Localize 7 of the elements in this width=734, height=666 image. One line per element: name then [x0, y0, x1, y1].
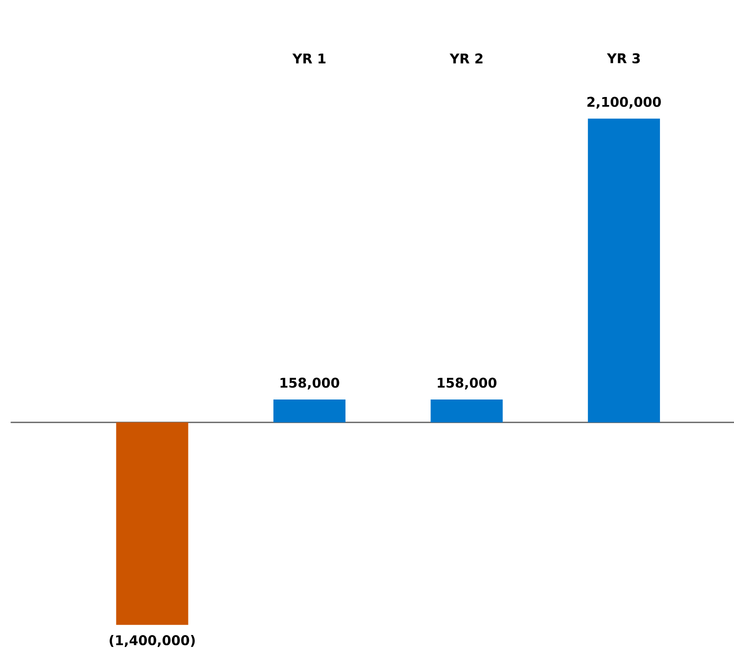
data-label: 158,000: [438, 378, 496, 390]
data-label: (1,400,000): [110, 634, 195, 648]
x-tick-label: YR 2: [450, 53, 482, 64]
x-tick-label: YR 3: [606, 53, 640, 64]
data-label: 158,000: [280, 378, 340, 390]
x-tick-label: YR 1: [292, 54, 326, 64]
data-label: 2,100,000: [587, 96, 661, 109]
